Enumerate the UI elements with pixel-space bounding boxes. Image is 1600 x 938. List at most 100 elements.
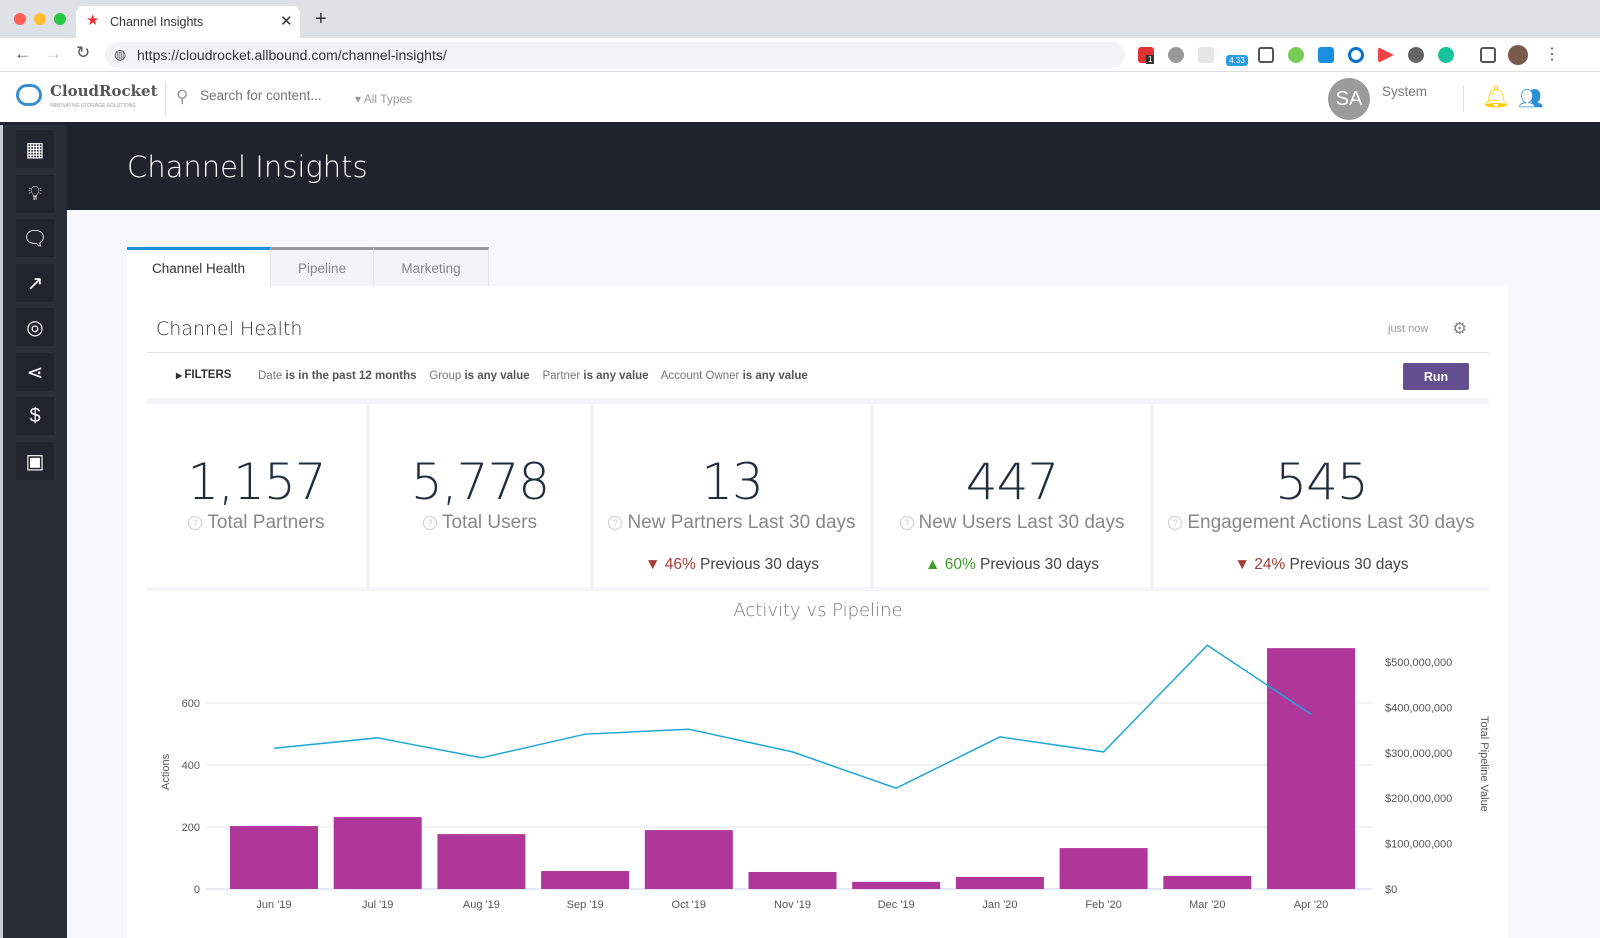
filter-value: is any value <box>583 370 649 382</box>
extension-lastpass-icon[interactable]: 1 <box>1138 47 1155 64</box>
kpi-card-total-partners: 1,157 ? Total Partners <box>147 404 366 587</box>
bar-6 <box>852 881 941 889</box>
sidebar-item-strategy[interactable]: ↗ <box>16 264 54 302</box>
extension-react-icon[interactable] <box>1198 47 1214 63</box>
kpi-compare: Previous 30 days <box>980 556 1099 573</box>
close-tab-icon[interactable]: ✕ <box>280 13 293 30</box>
forward-icon[interactable]: → <box>45 44 62 63</box>
extension-pocket-icon[interactable] <box>1258 47 1274 63</box>
sidebar-item-finance[interactable]: $ <box>16 397 54 435</box>
filter-value: is in the past 12 months <box>285 370 417 382</box>
help-icon[interactable]: ? <box>422 516 437 530</box>
bar-3 <box>541 871 630 889</box>
new-tab-icon[interactable]: + <box>315 8 327 30</box>
y-right-tick-label: $0 <box>1385 884 1397 896</box>
extension-android-icon[interactable] <box>1288 47 1304 63</box>
extension-chat-icon[interactable] <box>1318 47 1334 63</box>
gear-icon[interactable]: ⚙ <box>1452 319 1468 338</box>
cast-icon[interactable] <box>1480 47 1496 63</box>
kpi-value: 1,157 <box>187 453 326 511</box>
logo-text[interactable]: CloudRocket <box>50 82 158 100</box>
tab-channel-health[interactable]: Channel Health <box>127 247 271 287</box>
sidebar-item-goals[interactable]: ◎ <box>16 308 54 346</box>
y-tick-label: 400 <box>182 760 200 772</box>
y-right-tick-label: $200,000,000 <box>1385 793 1452 805</box>
url-input[interactable]: ◍ https://cloudrocket.allbound.com/chann… <box>105 42 1125 68</box>
sidebar-item-messages[interactable]: 🗨︎ <box>16 219 54 257</box>
run-button[interactable]: Run <box>1403 363 1469 390</box>
tab-marketing[interactable]: Marketing <box>374 247 489 287</box>
app-header: CloudRocket INNOVATIVE STORAGE SOLUTIONS… <box>0 72 1600 125</box>
divider <box>147 352 1489 353</box>
minimize-window-button[interactable] <box>34 13 46 25</box>
y-tick-label: 600 <box>182 698 200 710</box>
sidebar-item-insights[interactable]: 💡︎ <box>16 175 54 213</box>
report-title: Channel Health <box>156 318 303 340</box>
x-tick-label: Apr '20 <box>1294 899 1329 911</box>
logo-tagline: INNOVATIVE STORAGE SOLUTIONS <box>50 103 136 109</box>
kpi-label: New Users Last 30 days <box>918 512 1125 533</box>
y-right-tick-label: $300,000,000 <box>1385 748 1452 760</box>
search-input[interactable] <box>200 88 340 103</box>
help-icon[interactable]: ? <box>608 516 623 530</box>
bar-0 <box>230 826 318 889</box>
star-favicon-icon: ★ <box>86 12 100 29</box>
globe-icon: ◍ <box>114 46 127 62</box>
divider <box>147 398 1489 404</box>
help-icon[interactable]: ? <box>899 516 914 530</box>
help-icon[interactable]: ? <box>1168 516 1183 530</box>
extension-gear-icon[interactable] <box>1168 47 1184 63</box>
extension-ball-icon[interactable] <box>1408 47 1424 63</box>
address-bar-row: ← → ↻ ◍ https://cloudrocket.allbound.com… <box>0 38 1600 72</box>
arrow-down-icon: ▼ <box>1234 556 1255 573</box>
x-tick-label: Aug '19 <box>463 899 500 911</box>
y-tick-label: 200 <box>182 822 200 834</box>
page-title: Channel Insights <box>127 150 368 184</box>
extension-badge-icon[interactable]: 4.33 <box>1226 55 1248 66</box>
sidebar: ▦ 💡︎ 🗨︎ ↗ ◎ ⋖ $ ▣ <box>3 125 67 938</box>
maximize-window-button[interactable] <box>54 13 66 25</box>
search-icon: ⚲ <box>176 87 189 106</box>
pipeline-line <box>273 644 1312 790</box>
filter-field: Group <box>429 370 462 382</box>
kpi-label: Engagement Actions Last 30 days <box>1187 512 1475 533</box>
type-filter-dropdown[interactable]: ▾ All Types <box>355 92 412 106</box>
wallet-icon: ▣ <box>25 450 45 473</box>
updated-time: just now <box>1388 323 1429 335</box>
browser-menu-icon[interactable]: ⋮ <box>1544 46 1560 63</box>
sidebar-item-wallet[interactable]: ▣ <box>16 442 54 480</box>
cloudrocket-logo-icon <box>16 84 42 106</box>
x-tick-label: Dec '19 <box>878 899 915 911</box>
chart-title: Activity vs Pipeline <box>733 600 903 621</box>
browser-tab-bar: ★ Channel Insights ✕ + <box>0 0 1600 38</box>
sidebar-edge <box>0 125 3 938</box>
type-filter-value: All Types <box>363 92 413 106</box>
caret-right-icon: ▶ <box>176 371 185 380</box>
bar-5 <box>748 871 837 889</box>
sidebar-item-share[interactable]: ⋖ <box>16 353 54 391</box>
profile-avatar[interactable] <box>1508 45 1528 65</box>
kpi-card-engagement: 545 ? Engagement Actions Last 30 days ▼ 2… <box>1154 404 1489 587</box>
bar-7 <box>955 876 1044 889</box>
filter-summary[interactable]: Date is in the past 12 months Group is a… <box>258 370 808 382</box>
tab-pipeline[interactable]: Pipeline <box>271 247 374 287</box>
bar-1 <box>333 817 422 889</box>
user-avatar[interactable]: SA <box>1328 78 1370 120</box>
filter-field: Account Owner <box>660 370 740 382</box>
y-right-tick-label: $400,000,000 <box>1385 702 1452 714</box>
filters-toggle[interactable]: ▶ FILTERS <box>176 369 231 381</box>
close-window-button[interactable] <box>14 13 26 25</box>
reload-icon[interactable]: ↻ <box>76 43 91 62</box>
sidebar-item-dashboard[interactable]: ▦ <box>16 130 54 168</box>
bar-4 <box>644 830 733 889</box>
user-name[interactable]: System <box>1382 84 1428 99</box>
users-icon[interactable]: 👥︎ <box>1518 88 1544 110</box>
browser-tab[interactable]: ★ Channel Insights ✕ <box>76 6 300 38</box>
back-icon[interactable]: ← <box>14 44 31 63</box>
extension-grammarly-icon[interactable] <box>1438 47 1454 63</box>
help-icon[interactable]: ? <box>188 516 203 530</box>
filter-field: Partner <box>542 370 581 382</box>
extension-circle-icon[interactable] <box>1348 47 1364 63</box>
bell-icon[interactable]: 🔔︎ <box>1482 84 1510 109</box>
url-text: https://cloudrocket.allbound.com/channel… <box>137 47 447 63</box>
